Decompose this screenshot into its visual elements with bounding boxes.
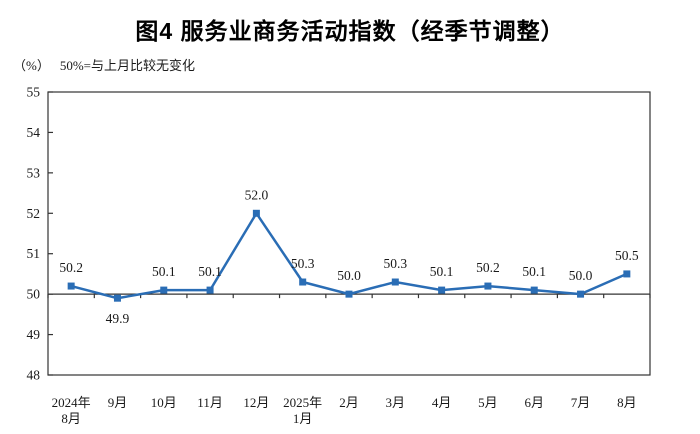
data-label: 50.1 (430, 264, 454, 279)
data-label: 50.1 (522, 264, 546, 279)
data-point-marker (113, 294, 121, 302)
data-label: 50.0 (569, 268, 593, 283)
data-point-marker (577, 290, 585, 298)
data-label: 50.2 (59, 260, 83, 275)
x-axis-tick-label: 10月 (151, 395, 177, 410)
y-axis-tick-label: 48 (27, 368, 41, 383)
data-point-marker (391, 278, 399, 286)
data-point-marker (623, 270, 631, 278)
x-axis-tick-label: 11月 (197, 395, 223, 410)
x-axis-tick-label: 12月 (243, 395, 269, 410)
y-axis-tick-label: 52 (27, 206, 41, 221)
data-point-marker (252, 209, 260, 217)
data-label: 50.1 (152, 264, 176, 279)
data-point-marker (206, 286, 214, 294)
chart-title: 图4 服务业商务活动指数（经季节调整） (135, 18, 565, 44)
x-axis-tick-label: 2月 (339, 395, 359, 410)
data-point-marker (530, 286, 538, 294)
x-axis-tick-label: 3月 (386, 395, 406, 410)
data-label: 50.3 (291, 256, 315, 271)
x-axis-tick-label: 6月 (524, 395, 544, 410)
y-axis-unit-label: （%） (13, 58, 50, 73)
data-point-marker (160, 286, 168, 294)
data-label: 50.1 (198, 264, 222, 279)
y-axis-tick-label: 51 (27, 246, 41, 261)
line-chart: 48 49 50 51 52 53 54 55 50.2 49.9 50.1 50.1 52.0 50.3… (27, 85, 651, 426)
y-axis-tick-label: 55 (27, 85, 41, 100)
data-label: 50.2 (476, 260, 500, 275)
data-label: 49.9 (106, 311, 130, 326)
chart-subtitle-row: （%） 50%=与上月比较无变化 (13, 55, 195, 74)
data-point-marker (299, 278, 307, 286)
data-label: 52.0 (245, 187, 269, 202)
data-point-marker (67, 282, 75, 290)
plot-border (47, 91, 651, 376)
x-axis-tick-label: 4月 (432, 395, 452, 410)
y-axis-tick-label: 49 (27, 327, 41, 342)
x-axis-tick-label: 5月 (478, 395, 498, 410)
data-point-marker (345, 290, 353, 298)
x-axis-tick-label: 2025年 1月 (283, 395, 322, 426)
data-label: 50.3 (383, 256, 407, 271)
chart-annotation: 50%=与上月比较无变化 (59, 58, 196, 73)
y-axis-tick-label: 53 (27, 165, 41, 180)
x-axis-tick-label: 8月 (617, 395, 637, 410)
data-point-marker (438, 286, 446, 294)
data-line (70, 210, 628, 300)
x-axis-tick-label: 2024年 8月 (52, 395, 91, 426)
x-axis-tick-label: 7月 (571, 395, 591, 410)
y-axis-tick-label: 50 (27, 287, 41, 302)
x-axis-tick-label: 9月 (108, 395, 128, 410)
data-point-marker (484, 282, 492, 290)
data-label: 50.0 (337, 268, 361, 283)
data-label: 50.5 (615, 248, 639, 263)
y-axis-tick-label: 54 (27, 125, 41, 140)
